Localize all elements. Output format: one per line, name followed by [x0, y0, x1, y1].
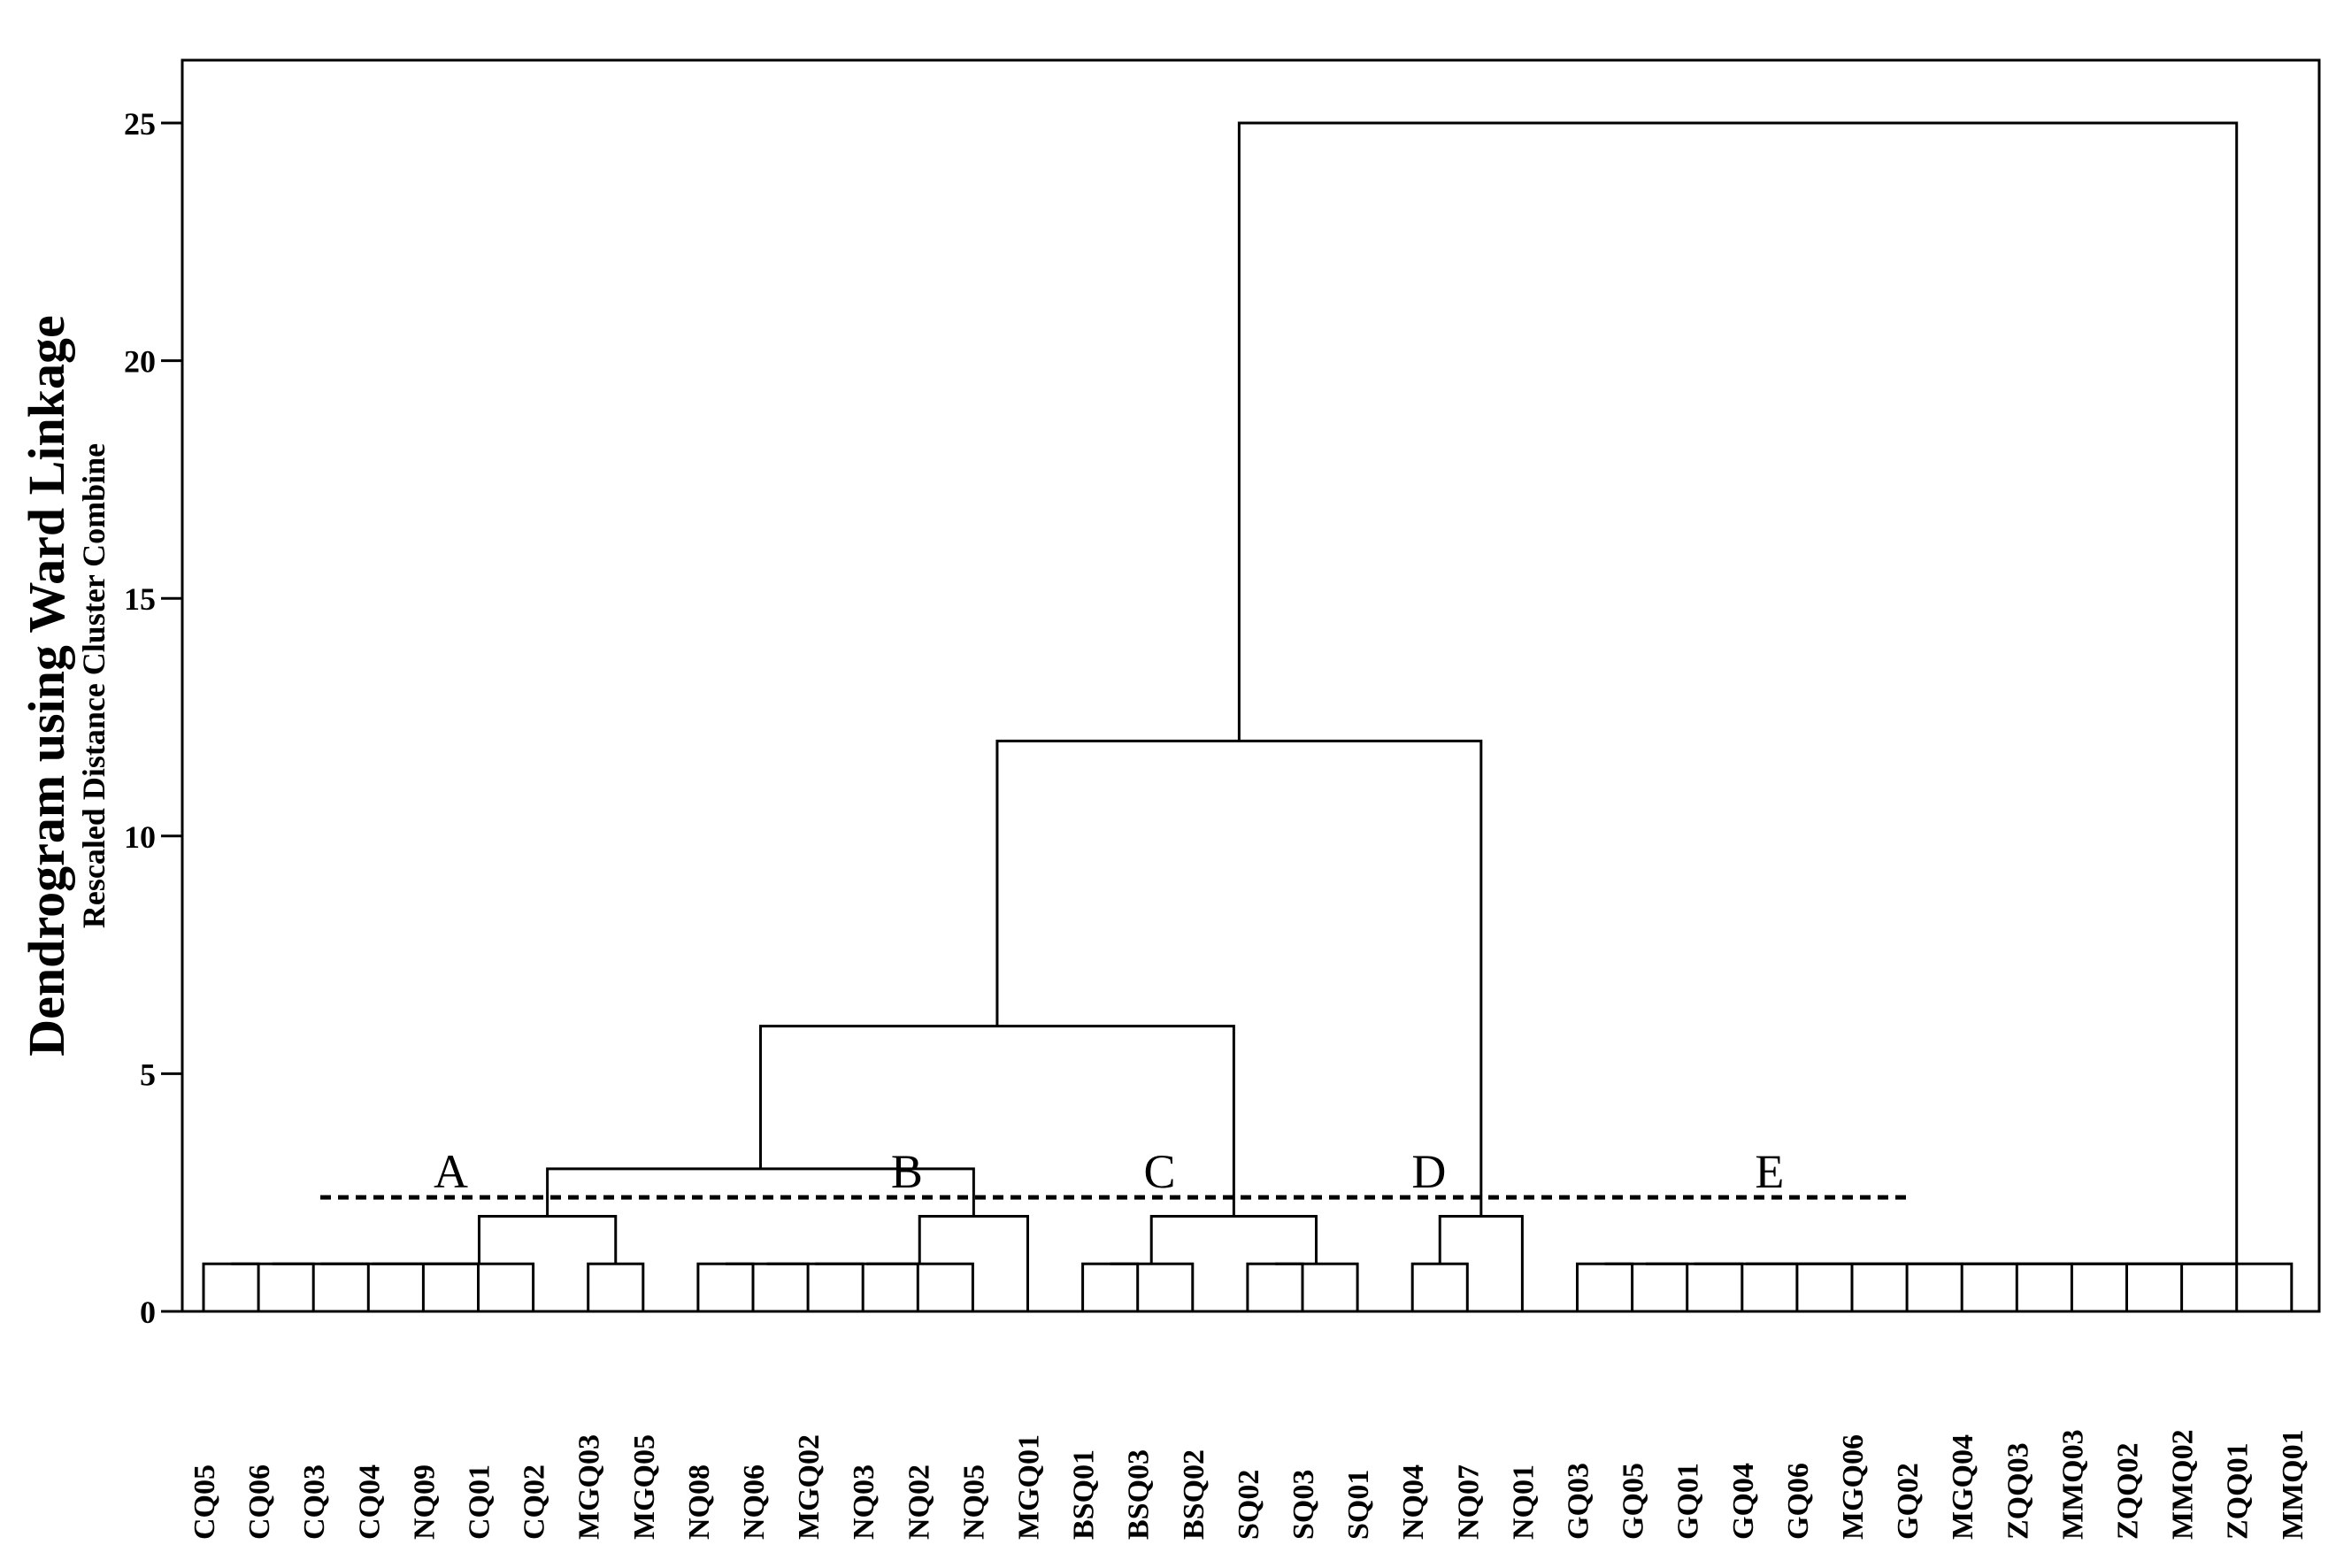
link-c3 — [1246, 1262, 1304, 1311]
leaf-label: CQ05 — [188, 1464, 221, 1540]
leaf-label: NQ05 — [957, 1464, 990, 1540]
link-p5 — [372, 1262, 480, 1311]
link-p4 — [319, 1262, 425, 1311]
cluster-label-d: D — [1411, 1145, 1446, 1198]
y-tick-label: 10 — [124, 819, 156, 855]
link-b5 — [866, 1262, 974, 1311]
leaf-label: GQ02 — [1892, 1463, 1925, 1540]
leaf-labels: CQ05 CQ06 CQ03 CQ04 NQ09 CQ01 CQ02 MGQ03 MGQ05 NQ… — [188, 1429, 2309, 1540]
y-tick-label: 15 — [124, 581, 156, 617]
leaf-label: BSQ02 — [1178, 1449, 1210, 1540]
cluster-label-e: E — [1755, 1145, 1784, 1198]
link-ABCD — [995, 739, 1483, 1217]
leaf-label: NQ06 — [738, 1464, 771, 1540]
leaf-label: MGQ04 — [1947, 1434, 1979, 1540]
leaf-label: NQ03 — [848, 1464, 880, 1540]
link-E — [2181, 1262, 2294, 1311]
leaf-label: SQ03 — [1287, 1470, 1320, 1540]
link-root — [1237, 121, 2239, 1264]
link-c1 — [1081, 1262, 1140, 1311]
leaf-label: MMQ02 — [2167, 1429, 2200, 1540]
link-b4 — [814, 1262, 919, 1311]
link-p2 — [231, 1262, 315, 1311]
leaf-label: GQ03 — [1563, 1463, 1595, 1540]
link-p1 — [202, 1262, 260, 1311]
leaf-label: ZQQ02 — [2112, 1442, 2145, 1540]
link-e2 — [1604, 1262, 1689, 1311]
leaf-label: ZQQ03 — [2002, 1442, 2034, 1540]
leaf-label: MGQ02 — [793, 1434, 826, 1540]
link-c4 — [1274, 1262, 1359, 1311]
leaf-label: MGQ03 — [573, 1434, 606, 1540]
cluster-label-a: A — [434, 1145, 468, 1198]
leaf-label: MGQ06 — [1837, 1434, 1870, 1540]
leaf-label: NQ07 — [1452, 1464, 1485, 1540]
link-b2 — [725, 1262, 810, 1311]
leaf-label: CQ01 — [464, 1464, 496, 1540]
link-d1 — [1410, 1262, 1469, 1311]
cluster-label-b: B — [891, 1145, 923, 1198]
y-axis: 0 5 10 15 20 25 — [124, 106, 182, 1330]
leaf-label: NQ04 — [1397, 1464, 1430, 1540]
leaf-label: BSQ01 — [1068, 1449, 1101, 1540]
leaf-label: NQ08 — [683, 1464, 716, 1540]
plot-frame — [181, 58, 2321, 1313]
leaf-label: CQ06 — [243, 1464, 276, 1540]
leaf-label: MMQ01 — [2277, 1429, 2309, 1540]
link-e4 — [1694, 1262, 1799, 1311]
leaf-label: CQ03 — [298, 1464, 331, 1540]
leaf-label: GQ01 — [1672, 1463, 1705, 1540]
link-e3 — [1646, 1262, 1744, 1311]
leaf-label: CQ04 — [353, 1464, 386, 1540]
y-tick-label: 0 — [140, 1295, 156, 1330]
link-p6 — [425, 1262, 535, 1311]
leaf-label: MMQ03 — [2056, 1429, 2089, 1540]
y-tick-label: 25 — [124, 106, 156, 142]
cluster-labels: A B C D E — [434, 1145, 1784, 1198]
leaf-label: ZQQ01 — [2222, 1442, 2255, 1540]
link-C — [1149, 1215, 1318, 1264]
leaf-label: CQ02 — [519, 1464, 551, 1540]
leaf-label: MGQ01 — [1013, 1434, 1046, 1540]
link-e1 — [1576, 1262, 1634, 1311]
link-b1 — [696, 1262, 755, 1311]
leaf-label: NQ09 — [408, 1464, 441, 1540]
leaf-label: NQ01 — [1507, 1464, 1540, 1540]
leaf-label: BSQ03 — [1123, 1449, 1156, 1540]
y-tick-label: 20 — [124, 344, 156, 380]
y-tick-label: 5 — [140, 1057, 156, 1092]
leaf-label: SQ01 — [1342, 1470, 1375, 1540]
chart-title: Dendrogram using Ward Linkage — [18, 315, 75, 1056]
y-axis-label: Rescaled Distance Cluster Combine — [76, 443, 111, 928]
link-A — [477, 1215, 618, 1264]
leaf-label: SQ02 — [1233, 1470, 1265, 1540]
leaf-label: NQ02 — [903, 1464, 935, 1540]
link-p3 — [272, 1262, 370, 1311]
link-b3 — [766, 1262, 864, 1311]
link-m1 — [587, 1262, 645, 1311]
leaf-label: GQ04 — [1727, 1463, 1760, 1540]
leaf-label: MGQ05 — [628, 1434, 661, 1540]
link-e5 — [1745, 1262, 1854, 1311]
cluster-label-c: C — [1144, 1145, 1176, 1198]
dendrogram-links — [202, 121, 2294, 1311]
link-c2 — [1110, 1262, 1195, 1311]
leaf-label: GQ06 — [1782, 1463, 1815, 1540]
leaf-label: GQ05 — [1618, 1463, 1650, 1540]
